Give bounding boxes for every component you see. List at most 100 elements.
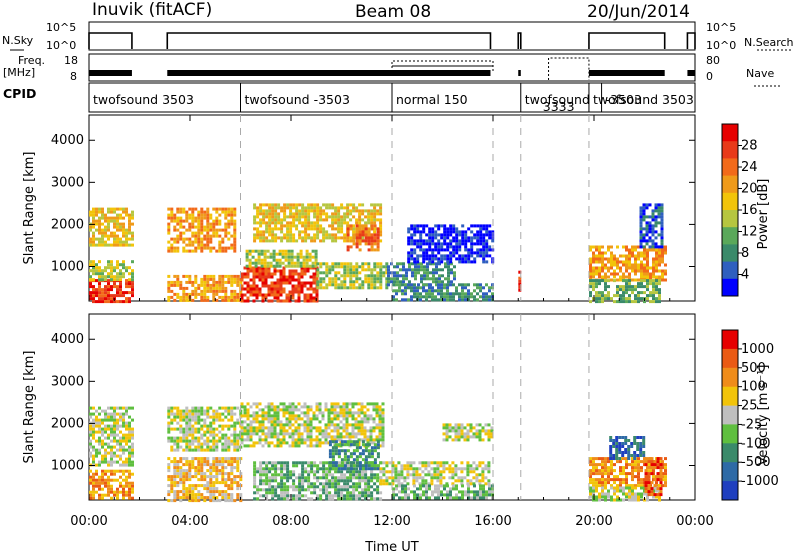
heatmap-cell	[259, 212, 263, 216]
heatmap-cell	[367, 479, 371, 483]
heatmap-cell	[355, 218, 359, 222]
heatmap-cell	[294, 429, 298, 433]
heatmap-cell	[370, 446, 374, 450]
heatmap-cell	[309, 417, 313, 421]
heatmap-cell	[434, 257, 438, 261]
heatmap-cell	[185, 472, 189, 476]
heatmap-cell	[299, 264, 303, 268]
heatmap-cell	[236, 466, 240, 470]
heatmap-cell	[294, 408, 298, 412]
heatmap-cell	[271, 494, 275, 498]
heatmap-cell	[425, 295, 428, 299]
heatmap-cell	[273, 287, 277, 291]
heatmap-cell	[110, 478, 113, 482]
heatmap-cell	[104, 294, 107, 298]
heatmap-cell	[128, 266, 131, 270]
heatmap-cell	[292, 479, 296, 483]
heatmap-cell	[265, 203, 269, 207]
heatmap-cell	[292, 239, 296, 243]
heatmap-cell	[221, 445, 225, 449]
heatmap-cell	[307, 476, 311, 480]
heatmap-cell	[369, 432, 373, 436]
heatmap-cell	[240, 426, 244, 430]
heatmap-cell	[233, 421, 237, 425]
heatmap-cell	[340, 227, 344, 231]
heatmap-cell	[227, 424, 231, 428]
heatmap-cell	[413, 227, 417, 231]
heatmap-cell	[628, 263, 631, 267]
heatmap-cell	[333, 405, 337, 409]
heatmap-cell	[246, 444, 250, 448]
heatmap-cell	[188, 421, 192, 425]
heatmap-cell	[197, 439, 201, 443]
heatmap-region	[316, 262, 389, 290]
heatmap-cell	[318, 444, 322, 448]
heatmap-cell	[212, 463, 216, 467]
heatmap-cell	[370, 485, 374, 489]
heatmap-cell	[331, 265, 335, 269]
heatmap-cell	[167, 274, 171, 278]
heatmap-cell	[301, 224, 305, 228]
heatmap-cell	[589, 294, 592, 298]
heatmap-cell	[461, 254, 465, 258]
heatmap-cell	[209, 472, 213, 476]
heatmap-cell	[224, 445, 228, 449]
heatmap-cell	[406, 464, 410, 468]
heatmap-cell	[337, 470, 341, 474]
heatmap-cell	[265, 467, 269, 471]
heatmap-cell	[182, 490, 186, 494]
heatmap-cell	[325, 491, 329, 495]
heatmap-cell	[337, 464, 341, 468]
heatmap-cell	[482, 251, 486, 255]
heatmap-cell	[224, 246, 228, 250]
heatmap-cell	[400, 476, 404, 480]
heatmap-cell	[182, 240, 186, 244]
heatmap-cell	[98, 228, 101, 232]
heatmap-cell	[394, 467, 398, 471]
heatmap-cell	[203, 286, 207, 290]
heatmap-cell	[422, 224, 426, 228]
heatmap-cell	[373, 283, 377, 287]
heatmap-cell	[316, 230, 320, 234]
heatmap-cell	[294, 432, 298, 436]
heatmap-cell	[110, 300, 113, 304]
heatmap-cell	[376, 230, 380, 234]
heatmap-cell	[173, 240, 177, 244]
heatmap-cell	[209, 463, 213, 467]
heatmap-cell	[412, 467, 416, 471]
heatmap-cell	[370, 286, 374, 290]
heatmap-cell	[482, 227, 486, 231]
heatmap-cell	[458, 245, 462, 249]
heatmap-cell	[110, 490, 113, 494]
heatmap-cell	[98, 421, 101, 425]
heatmap-cell	[395, 289, 398, 293]
heatmap-cell	[294, 290, 298, 294]
heatmap-cell	[280, 467, 284, 471]
heatmap-cell	[646, 272, 649, 276]
heatmap-cell	[259, 479, 263, 483]
heatmap-cell	[322, 491, 326, 495]
heatmap-cell	[194, 406, 198, 410]
heatmap-cell	[221, 283, 225, 287]
heatmap-cell	[279, 275, 283, 279]
heatmap-cell	[473, 298, 476, 302]
heatmap-cell	[407, 230, 411, 234]
heatmap-cell	[298, 218, 302, 222]
heatmap-cell	[488, 295, 491, 299]
heatmap-cell	[440, 292, 443, 296]
heatmap-cell	[415, 467, 419, 471]
heatmap-cell	[271, 491, 275, 495]
heatmap-cell	[119, 278, 122, 282]
heatmap-cell	[230, 433, 234, 437]
heatmap-cell	[423, 265, 426, 269]
heatmap-cell	[452, 487, 455, 491]
heatmap-cell	[104, 409, 107, 413]
heatmap-cell	[276, 287, 280, 291]
heatmap-cell	[409, 467, 413, 471]
heatmap-cell	[649, 294, 652, 298]
heatmap-cell	[466, 482, 470, 486]
heatmap-cell	[282, 278, 286, 282]
heatmap-cell	[209, 289, 213, 293]
heatmap-cell	[98, 451, 101, 455]
